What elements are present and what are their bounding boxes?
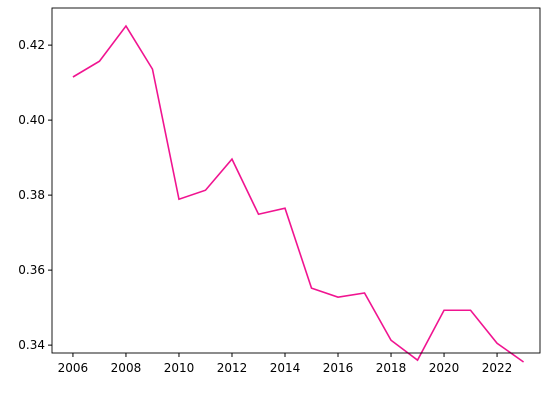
x-tick-label: 2010 (164, 361, 195, 375)
x-tick-label: 2020 (429, 361, 460, 375)
x-tick-label: 2016 (323, 361, 354, 375)
y-tick-label: 0.42 (18, 38, 45, 52)
y-tick-label: 0.34 (18, 338, 45, 352)
x-tick-label: 2018 (376, 361, 407, 375)
y-tick-label: 0.36 (18, 263, 45, 277)
y-tick-label: 0.38 (18, 188, 45, 202)
line (72, 24, 525, 363)
x-tick-label: 2008 (111, 361, 142, 375)
x-tick-label: 2006 (58, 361, 89, 375)
x-tick-label: 2012 (217, 361, 248, 375)
plot-frame (51, 7, 541, 354)
x-tick-label: 2014 (270, 361, 301, 375)
x-tick-label: 2022 (482, 361, 513, 375)
y-tick-label: 0.40 (18, 113, 45, 127)
